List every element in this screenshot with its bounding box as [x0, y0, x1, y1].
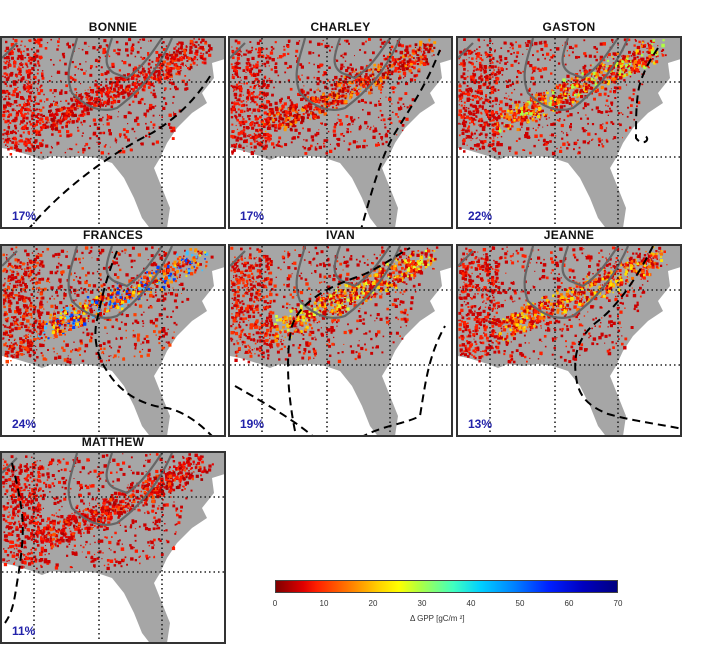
panel-title: FRANCES — [82, 228, 144, 242]
land-mass — [458, 38, 680, 227]
affected-percent: 19% — [240, 417, 265, 431]
affected-percent: 17% — [240, 209, 265, 223]
state-boundary — [333, 246, 391, 288]
state-boundary — [105, 246, 163, 288]
land-mass — [230, 246, 451, 435]
state-boundary — [105, 453, 163, 495]
map-panel-bonnie: 17% — [0, 36, 226, 229]
grid-lines — [2, 453, 224, 642]
colorbar-tick-label: 0 — [272, 599, 278, 608]
colorbar-tick-label: 20 — [368, 599, 378, 608]
map-panel-frances: 24% — [0, 244, 226, 437]
hurricane-track — [29, 72, 213, 227]
hurricane-track — [574, 246, 680, 430]
colorbar-tick-label: 60 — [564, 599, 574, 608]
gpp-change-pixels — [2, 38, 213, 156]
colorbar-tick-label: 30 — [417, 599, 427, 608]
grid-lines — [458, 246, 680, 435]
state-boundary — [2, 246, 174, 319]
panel-title: IVAN — [326, 228, 355, 242]
state-boundary — [458, 38, 630, 111]
map-svg — [2, 453, 224, 642]
map-svg — [230, 246, 451, 435]
map-panel-gaston: 22% — [456, 36, 682, 229]
state-boundary — [230, 38, 402, 111]
colorbar — [275, 580, 618, 593]
grid-lines — [458, 38, 680, 227]
colorbar-tick-label: 50 — [515, 599, 525, 608]
affected-percent: 11% — [12, 624, 36, 638]
panel-title: BONNIE — [88, 20, 138, 34]
map-svg — [458, 246, 680, 435]
state-boundary — [333, 38, 391, 80]
map-svg — [230, 38, 451, 227]
gpp-change-pixels — [230, 246, 439, 364]
gpp-change-pixels — [2, 453, 214, 571]
affected-percent: 22% — [468, 209, 493, 223]
affected-percent: 24% — [12, 417, 37, 431]
grid-lines — [2, 38, 224, 227]
colorbar-label: Δ GPP [gC/m ²] — [410, 614, 465, 623]
colorbar-tick-label: 70 — [613, 599, 623, 608]
hurricane-track — [234, 247, 446, 435]
panel-title: CHARLEY — [310, 20, 371, 34]
grid-lines — [230, 246, 451, 435]
hurricane-track — [360, 49, 441, 227]
state-boundary — [2, 453, 174, 526]
affected-percent: 17% — [12, 209, 37, 223]
state-boundary — [561, 246, 619, 288]
state-boundary — [230, 246, 402, 319]
map-svg — [2, 38, 224, 227]
map-svg — [458, 38, 680, 227]
hurricane-track — [4, 462, 24, 624]
panel-title: JEANNE — [543, 228, 595, 242]
colorbar-tick-label: 10 — [319, 599, 329, 608]
land-mass — [2, 38, 224, 227]
map-svg — [2, 246, 224, 435]
state-boundary — [458, 246, 630, 319]
state-boundary — [105, 38, 163, 80]
state-boundary — [561, 38, 619, 80]
map-panel-ivan: 19% — [228, 244, 453, 437]
map-panel-jeanne: 13% — [456, 244, 682, 437]
colorbar-tick-label: 40 — [466, 599, 476, 608]
land-mass — [230, 38, 451, 227]
grid-lines — [2, 246, 224, 435]
hurricane-track — [634, 47, 659, 144]
grid-lines — [230, 38, 451, 227]
state-boundary — [2, 38, 174, 111]
map-panel-matthew: 11% — [0, 451, 226, 644]
land-mass — [2, 453, 224, 642]
map-panel-charley: 17% — [228, 36, 453, 229]
panel-title: MATTHEW — [81, 435, 145, 449]
affected-percent: 13% — [468, 417, 493, 431]
hurricane-track — [94, 250, 213, 435]
panel-title: GASTON — [542, 20, 596, 34]
